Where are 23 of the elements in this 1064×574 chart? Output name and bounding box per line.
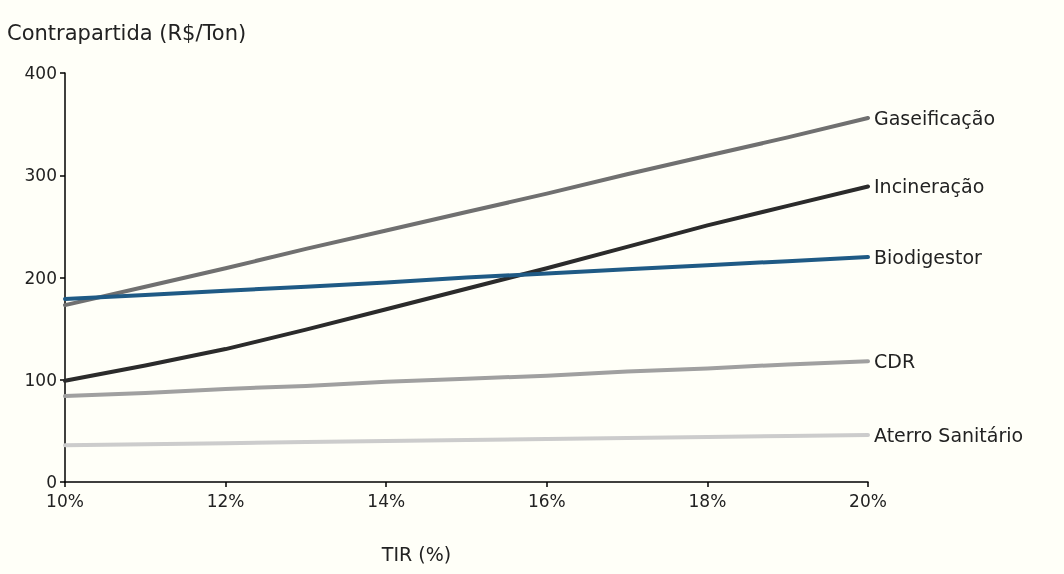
line-series — [63, 359, 870, 399]
x-axis-title: TIR (%) — [380, 542, 452, 565]
y-tick-label: 200 — [24, 267, 57, 288]
line-series — [63, 184, 870, 383]
line-series — [63, 115, 870, 308]
series-label: CDR — [874, 350, 916, 373]
series-label: Incineração — [874, 175, 985, 198]
series-label: Gaseificação — [874, 106, 996, 129]
y-axis-title: Contrapartida (R$/Ton) — [7, 20, 247, 45]
x-tick-label: 14% — [367, 490, 406, 511]
x-tick-label: 10% — [46, 490, 84, 511]
series-label: Biodigestor — [874, 246, 982, 269]
x-tick-label: 12% — [206, 490, 245, 511]
series-label: Aterro Sanitário — [874, 423, 1024, 446]
line-series — [63, 432, 870, 448]
line-series — [63, 255, 870, 301]
y-tick-label: 300 — [24, 165, 57, 186]
y-tick-label: 0 — [46, 472, 57, 492]
y-tick-label: 400 — [24, 63, 57, 83]
x-tick-label: 16% — [527, 490, 566, 511]
x-tick-label: 20% — [849, 490, 887, 511]
x-tick-label: 18% — [688, 490, 727, 511]
y-tick-label: 100 — [24, 369, 57, 390]
